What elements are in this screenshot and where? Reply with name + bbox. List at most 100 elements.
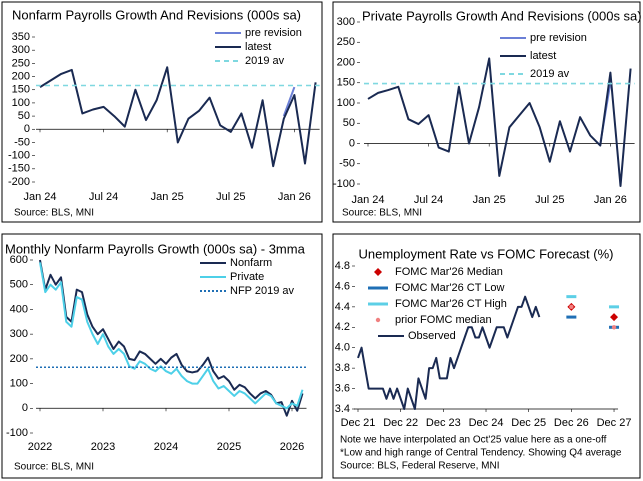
legend-label: NFP 2019 av (230, 285, 295, 297)
panel-border (1, 1, 323, 223)
y-tick-label: 400 (10, 303, 28, 315)
source: Source: BLS, MNI (14, 208, 94, 219)
x-tick-label: Jul 25 (535, 194, 564, 206)
y-tick-label: 300 (10, 328, 28, 340)
y-tick-label: 4.6 (335, 280, 350, 292)
x-tick-label: 2025 (217, 441, 241, 453)
y-tick-label: -100 (8, 150, 30, 162)
x-tick-label: 2024 (154, 441, 178, 453)
y-tick-label: 4.4 (335, 301, 350, 313)
y-tick-label: 4.0 (335, 342, 350, 354)
chart-title: Private Payrolls Growth And Revisions (0… (362, 8, 642, 23)
y-tick-label: 300 (12, 44, 30, 56)
legend-label: latest (245, 41, 271, 53)
series-line (357, 295, 541, 410)
y-tick-label: 500 (10, 279, 28, 291)
y-tick-label: 100 (12, 97, 30, 109)
y-tick-label: -100 (333, 178, 355, 190)
x-tick-label: Dec 23 (426, 417, 461, 429)
x-tick-label: 2022 (28, 441, 52, 453)
y-tick-label: 200 (12, 70, 30, 82)
x-tick-label: Jul 24 (414, 194, 443, 206)
legend-label: pre revision (530, 32, 587, 44)
y-tick-label: 150 (12, 84, 30, 96)
y-tick-label: 50 (18, 110, 30, 122)
x-tick-label: Dec 21 (341, 417, 376, 429)
x-tick-label: 2023 (91, 441, 115, 453)
legend-label: Private (230, 271, 264, 283)
series-line (367, 57, 632, 188)
range-marker (566, 295, 577, 299)
y-tick-label: -50 (14, 136, 30, 148)
y-tick-label: 250 (12, 57, 30, 69)
legend-swatch (374, 268, 382, 276)
y-tick-label: 200 (337, 56, 355, 68)
series-line (39, 259, 304, 417)
x-tick-label: Jan 26 (278, 191, 311, 203)
legend-label: latest (530, 50, 556, 62)
y-tick-label: 250 (337, 36, 355, 48)
x-tick-label: Dec 25 (511, 417, 546, 429)
legend-label: 2019 av (245, 55, 285, 67)
x-tick-label: 2026 (280, 441, 304, 453)
panel: Nonfarm Payrolls Growth And Revisions (0… (1, 1, 323, 223)
x-tick-label: Dec 26 (554, 417, 589, 429)
y-tick-label: 4.8 (335, 260, 350, 272)
y-tick-label: -150 (8, 163, 30, 175)
y-tick-label: 350 (12, 31, 30, 43)
prior-marker (569, 304, 574, 310)
series-line (39, 262, 304, 410)
series-line (39, 66, 317, 168)
legend-label: pre revision (245, 27, 302, 39)
x-tick-label: Dec 27 (597, 417, 632, 429)
source: Source: BLS, Federal Reserve, MNI (340, 461, 500, 472)
panel-border (332, 1, 641, 223)
legend-swatch (375, 317, 381, 323)
x-tick-label: Dec 22 (383, 417, 418, 429)
legend-swatch (368, 286, 388, 290)
y-tick-label: -200 (8, 176, 30, 188)
y-tick-label: 50 (343, 117, 355, 129)
legend-label: FOMC Mar'26 CT High (395, 298, 507, 310)
legend-label: Observed (408, 330, 456, 342)
prior-marker (611, 325, 617, 330)
note: Note we have interpolated an Oct'25 valu… (340, 435, 607, 446)
x-tick-label: Jan 24 (23, 191, 56, 203)
y-tick-label: 3.6 (335, 382, 350, 394)
x-tick-label: Jan 25 (151, 191, 184, 203)
range-marker (609, 305, 620, 309)
y-tick-label: 4.2 (335, 321, 350, 333)
x-tick-label: Jan 26 (594, 194, 627, 206)
panel-border (1, 233, 323, 479)
y-tick-label: 3.4 (335, 403, 350, 415)
y-tick-label: -100 (6, 427, 28, 439)
note: *Low and high range of Central Tendency.… (340, 448, 622, 459)
legend-label: prior FOMC median (395, 314, 492, 326)
y-tick-label: 100 (10, 377, 28, 389)
y-tick-label: 0 (22, 402, 28, 414)
legend-label: 2019 av (530, 68, 570, 80)
panel: Unemployment Rate vs FOMC Forecast (%) 3.… (332, 233, 641, 479)
range-marker (566, 315, 577, 319)
x-tick-label: Jan 25 (473, 194, 506, 206)
legend-label: FOMC Mar'26 CT Low (395, 282, 505, 294)
x-tick-label: Dec 24 (469, 417, 504, 429)
legend-swatch (368, 302, 388, 306)
y-tick-label: -50 (339, 158, 355, 170)
chart-title: Nonfarm Payrolls Growth And Revisions (0… (12, 7, 301, 22)
x-tick-label: Jul 25 (216, 191, 245, 203)
x-tick-label: Jan 24 (351, 194, 384, 206)
y-tick-label: 0 (349, 137, 355, 149)
chart-title: Monthly Nonfarm Payrolls Growth (000s sa… (5, 241, 306, 256)
y-tick-label: 200 (10, 353, 28, 365)
chart-title: Unemployment Rate vs FOMC Forecast (%) (358, 246, 613, 261)
y-tick-label: 3.8 (335, 362, 350, 374)
panel: Private Payrolls Growth And Revisions (0… (332, 1, 642, 223)
y-tick-label: 150 (337, 77, 355, 89)
median-marker (610, 313, 619, 322)
y-tick-label: 300 (337, 16, 355, 28)
source: Source: BLS, MNI (342, 208, 422, 219)
legend-label: FOMC Mar'26 Median (395, 266, 503, 278)
y-tick-label: 0 (24, 123, 30, 135)
